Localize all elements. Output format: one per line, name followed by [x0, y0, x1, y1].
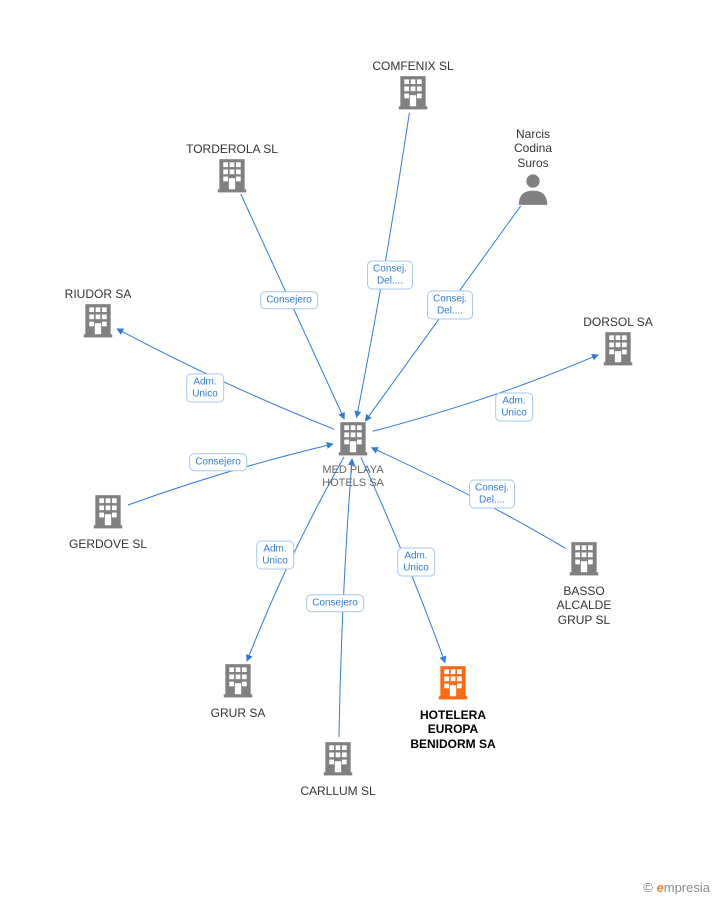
node-label: DORSOL SA: [583, 315, 653, 329]
node-narcis: NarcisCodinaSuros: [514, 123, 552, 211]
node-hotelera: HOTELERAEUROPABENIDORM SA: [410, 663, 495, 751]
node-grur: GRUR SA: [211, 661, 266, 720]
node-icon-wrap: [322, 419, 384, 460]
node-label: BASSOALCALDEGRUP SL: [557, 584, 612, 627]
building-icon: [219, 661, 257, 699]
copyright-symbol: ©: [643, 880, 653, 895]
building-icon: [434, 663, 472, 701]
edge-line: [117, 329, 334, 429]
edge-label: Adm.Unico: [495, 393, 533, 422]
brand-first-letter: e: [657, 880, 664, 895]
brand-rest: mpresia: [664, 880, 710, 895]
node-icon-wrap: [410, 663, 495, 704]
edge-label: Adm.Unico: [186, 374, 224, 403]
edge-label: Consej.Del....: [469, 480, 515, 509]
node-basso: BASSOALCALDEGRUP SL: [557, 539, 612, 627]
node-label: MED PLAYAHOTELS SA: [322, 464, 384, 490]
node-riudor: RIUDOR SA: [65, 283, 132, 342]
edge-label: Consejero: [189, 453, 247, 471]
building-icon: [213, 156, 251, 194]
building-icon: [334, 419, 372, 457]
edge-label: Consejero: [260, 291, 318, 309]
node-center: MED PLAYAHOTELS SA: [322, 419, 384, 490]
node-label: TORDEROLA SL: [186, 142, 278, 156]
building-icon: [319, 739, 357, 777]
building-icon: [599, 329, 637, 367]
node-label: NarcisCodinaSuros: [514, 127, 552, 170]
diagram-canvas: Consej.Del.... Consejero Consej.Del.... Adm…: [0, 0, 728, 905]
node-icon-wrap: [69, 492, 147, 533]
node-label: CARLLUM SL: [300, 784, 375, 798]
node-label: RIUDOR SA: [65, 287, 132, 301]
edge-label: Consej.Del....: [427, 291, 473, 320]
node-carllum: CARLLUM SL: [300, 739, 375, 798]
copyright: © empresia: [643, 880, 710, 895]
building-icon: [394, 73, 432, 111]
person-icon: [514, 170, 552, 208]
node-label: COMFENIX SL: [372, 59, 453, 73]
node-icon-wrap: [65, 301, 132, 342]
edge-line: [373, 355, 598, 432]
node-icon-wrap: [583, 329, 653, 370]
node-comfenix: COMFENIX SL: [372, 55, 453, 114]
node-icon-wrap: [514, 170, 552, 211]
node-label: GERDOVE SL: [69, 537, 147, 551]
node-label: HOTELERAEUROPABENIDORM SA: [410, 708, 495, 751]
node-icon-wrap: [372, 73, 453, 114]
node-icon-wrap: [300, 739, 375, 780]
building-icon: [79, 301, 117, 339]
node-torderola: TORDEROLA SL: [186, 138, 278, 197]
node-icon-wrap: [211, 661, 266, 702]
node-icon-wrap: [557, 539, 612, 580]
edge-label: Adm.Unico: [256, 541, 294, 570]
building-icon: [565, 539, 603, 577]
node-label: GRUR SA: [211, 706, 266, 720]
node-icon-wrap: [186, 156, 278, 197]
edge-label: Consejero: [306, 594, 364, 612]
building-icon: [89, 492, 127, 530]
edge-label: Adm.Unico: [397, 548, 435, 577]
edge-label: Consej.Del....: [367, 261, 413, 290]
node-dorsol: DORSOL SA: [583, 311, 653, 370]
node-gerdove: GERDOVE SL: [69, 492, 147, 551]
